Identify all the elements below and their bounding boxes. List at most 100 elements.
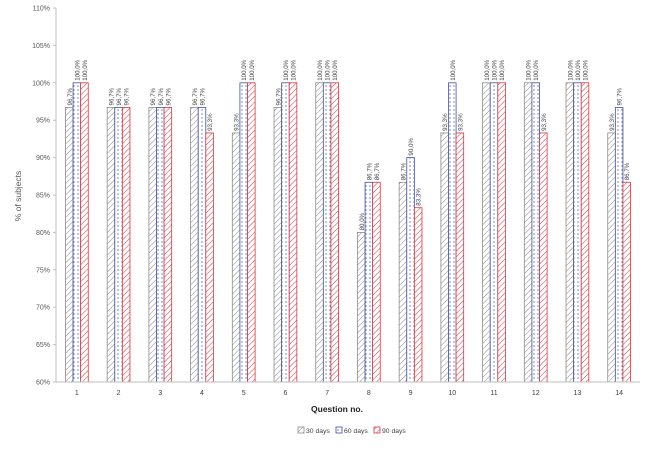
bar-q6-30-days	[273, 107, 283, 383]
data-label: 96,7%	[200, 87, 207, 105]
y-tick-label: 60%	[36, 380, 50, 387]
bar-q7-60-days	[322, 82, 332, 383]
data-label: 100,0%	[583, 59, 590, 80]
bar-q12-60-days	[531, 82, 540, 383]
x-tick-label: 1	[75, 390, 79, 397]
bar-q9-30-days	[398, 181, 408, 383]
data-label: 96,7%	[150, 87, 157, 105]
bar-q14-90-days	[622, 181, 631, 383]
x-tick-label: 9	[409, 390, 413, 397]
bar-q5-60-days	[239, 82, 248, 383]
x-axis-title: Question no.	[311, 404, 363, 414]
bar-q8-60-days	[364, 181, 374, 383]
bar-q1-30-days	[65, 107, 74, 383]
bar-q13-90-days	[580, 82, 590, 383]
data-label: 100,0%	[567, 59, 574, 80]
y-tick-label: 95%	[36, 118, 50, 125]
data-label: 96,7%	[108, 87, 115, 105]
x-tick-label: 10	[448, 390, 456, 397]
legend-item-30-days: 30 days	[297, 426, 330, 435]
bar-q1-90-days	[80, 82, 89, 383]
y-tick-label: 80%	[36, 230, 50, 237]
x-tick-label: 2	[117, 390, 121, 397]
data-label: 100,0%	[499, 59, 506, 80]
data-label: 80,0%	[359, 212, 366, 230]
bar-q7-30-days	[315, 82, 324, 383]
bar-q12-90-days	[539, 132, 548, 383]
data-labels-layer: 96,7%100,0% 100,0%96,7% 96,7% 96,7% 96,7% 96,…	[67, 59, 631, 230]
bar-q9-90-days	[413, 207, 423, 383]
data-label: 96,7%	[124, 87, 131, 105]
bar-q7-90-days	[330, 82, 339, 383]
data-label: 100,0%	[450, 59, 457, 80]
bar-q8-30-days	[357, 231, 366, 383]
bars-layer	[65, 82, 631, 383]
x-tick-label: 8	[367, 390, 371, 397]
data-label: 100,0%	[283, 59, 290, 80]
data-label: 100,0%	[492, 59, 499, 80]
x-tick-label: 13	[574, 390, 582, 397]
y-axis: 60% 65% 70% 75% 80% 85% 90% 95% 100% 105% 110%	[32, 6, 57, 387]
x-tick-label: 4	[200, 390, 204, 397]
x-tick-label: 5	[242, 390, 246, 397]
data-label: 96,7%	[275, 87, 282, 105]
bar-q6-90-days	[288, 82, 298, 383]
y-tick-label: 100%	[32, 80, 50, 87]
x-tick-label: 6	[283, 390, 287, 397]
bar-q14-30-days	[607, 132, 616, 383]
data-label: 96,7%	[617, 87, 624, 105]
bar-q11-60-days	[489, 82, 499, 383]
bar-q6-60-days	[281, 82, 290, 383]
bar-q3-90-days	[163, 107, 173, 383]
legend-label: 60 days	[344, 428, 368, 435]
y-tick-label: 90%	[36, 155, 50, 162]
bar-q13-30-days	[565, 82, 575, 383]
data-label: 100,0%	[241, 59, 248, 80]
bar-q13-60-days	[573, 82, 582, 383]
bar-q4-30-days	[190, 107, 199, 383]
x-tick-label: 7	[325, 390, 329, 397]
data-label: 86,7%	[366, 162, 373, 180]
legend-label: 30 days	[306, 428, 330, 435]
bar-q2-90-days	[121, 107, 131, 383]
data-label: 96,7%	[158, 87, 165, 105]
data-label: 100,0%	[317, 59, 324, 80]
data-label: 86,7%	[400, 162, 407, 180]
bar-q2-30-days	[106, 107, 116, 383]
data-label: 96,7%	[192, 87, 199, 105]
bar-q12-30-days	[523, 82, 533, 383]
legend-label: 90 days	[382, 428, 406, 435]
y-tick-label: 105%	[32, 43, 50, 50]
data-label: 93,3%	[609, 113, 616, 131]
y-tick-label: 110%	[33, 6, 50, 13]
bar-q1-60-days	[72, 82, 82, 383]
bar-q2-60-days	[114, 107, 123, 383]
bar-q3-60-days	[156, 107, 165, 383]
bar-q4-60-days	[197, 107, 207, 383]
legend: 30 days 60 days 90 days	[297, 426, 406, 435]
legend-swatch	[335, 426, 343, 434]
y-tick-label: 75%	[36, 267, 50, 274]
y-axis-title: % of subjects	[13, 171, 23, 222]
legend-item-90-days: 90 days	[373, 426, 406, 435]
data-label: 86,7%	[374, 162, 381, 180]
data-label: 96,7%	[67, 87, 74, 105]
bar-q8-90-days	[372, 181, 381, 383]
data-label: 100,0%	[533, 59, 540, 80]
data-label: 100,0%	[325, 59, 332, 80]
bar-q10-60-days	[448, 82, 457, 383]
x-tick-label: 14	[615, 390, 623, 397]
x-tick-label: 11	[490, 390, 497, 397]
bar-q3-30-days	[148, 107, 157, 383]
legend-item-60-days: 60 days	[335, 426, 368, 435]
bar-q5-90-days	[247, 82, 256, 383]
bar-q4-90-days	[205, 132, 214, 383]
bar-q11-90-days	[497, 82, 506, 383]
data-label: 96,7%	[165, 87, 172, 105]
bar-q5-30-days	[231, 132, 241, 383]
bar-q10-90-days	[455, 132, 465, 383]
bar-q10-30-days	[440, 132, 449, 383]
data-label: 90,0%	[408, 138, 415, 156]
